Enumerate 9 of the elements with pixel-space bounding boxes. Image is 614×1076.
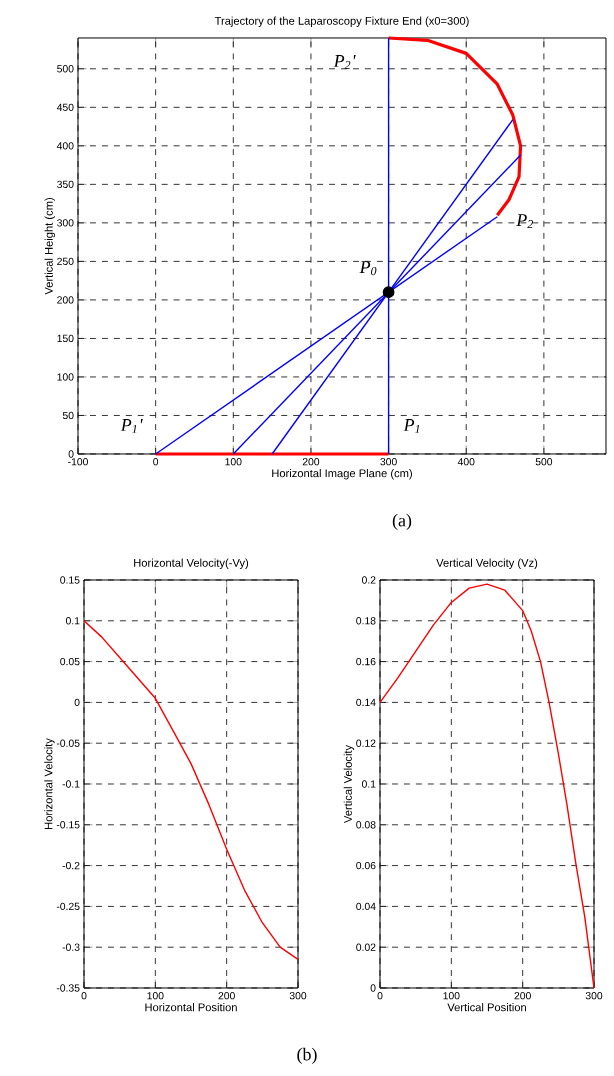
line-series xyxy=(379,583,595,989)
annotation: P$_{2}$' xyxy=(333,55,356,69)
annotation: P$_{0}$ xyxy=(359,261,377,276)
annotation: P$_{2}$ xyxy=(516,214,533,229)
annotation: P$_{1}$ xyxy=(403,419,420,433)
text: (a) xyxy=(392,513,412,531)
text: (b) xyxy=(297,1047,317,1065)
line-series xyxy=(386,36,523,217)
annotation: P$_{1}$' xyxy=(120,419,143,433)
